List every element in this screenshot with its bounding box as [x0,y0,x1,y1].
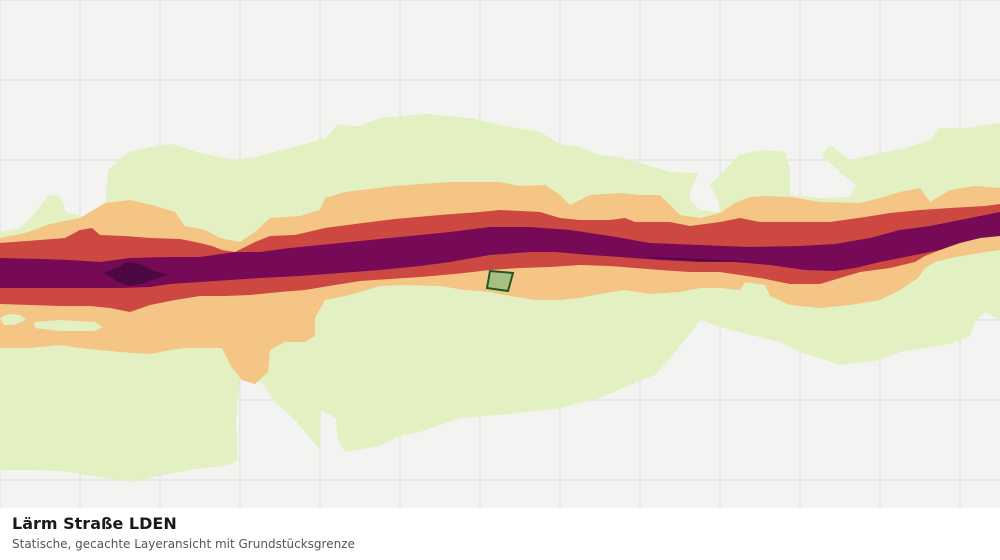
caption-title: Lärm Straße LDEN [12,514,177,533]
noise-zone-level-1-patch [0,314,103,331]
map-canvas [0,0,1000,508]
parcel-boundary[interactable] [485,269,515,293]
noise-zone-level-5 [104,257,760,286]
caption-subtitle: Statische, gecachte Layeransicht mit Gru… [12,537,355,551]
noise-zone-level-3 [0,204,1000,312]
map-caption: Lärm Straße LDEN Statische, gecachte Lay… [0,508,1000,560]
noise-map[interactable] [0,0,1000,508]
noise-zone-level-4 [0,212,1000,288]
